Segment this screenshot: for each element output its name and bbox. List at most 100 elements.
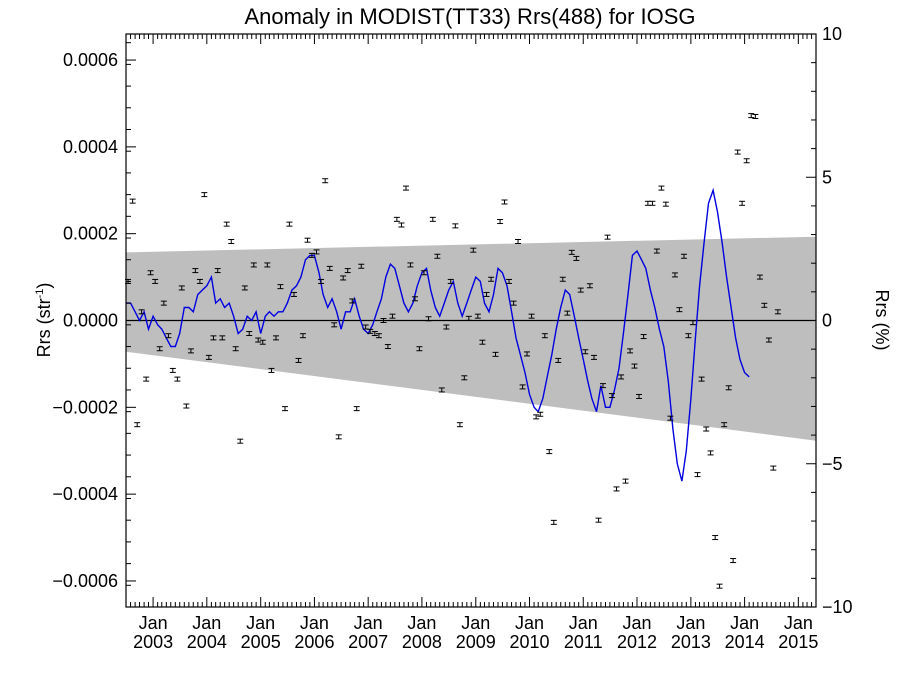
data-point [201,192,208,198]
data-point [501,199,508,205]
data-point [331,322,338,328]
data-point [143,376,150,382]
x-tick-year-label: 2012 [617,632,657,652]
data-point [573,255,580,261]
data-point [618,374,625,380]
x-tick-month-label: Jan [246,613,275,633]
data-point [411,296,418,302]
data-point [712,535,719,541]
data-point [313,249,320,255]
data-point [470,247,477,253]
data-point [277,284,284,290]
data-point [129,198,136,204]
data-point [219,335,226,341]
data-point [765,337,772,343]
x-tick-year-label: 2003 [133,632,173,652]
x-tick-year-label: 2013 [671,632,711,652]
data-point [497,219,504,225]
x-tick-year-label: 2006 [294,632,334,652]
y2-tick-label: 10 [822,24,842,44]
data-point [761,302,768,308]
data-point [286,221,293,227]
data-point [752,113,759,119]
data-point [134,422,141,428]
data-point [318,278,325,284]
data-point [721,422,728,428]
data-point [443,324,450,330]
data-point [506,278,513,284]
data-point [667,415,674,421]
data-point [640,334,647,340]
y-axis-label-sup: -1 [34,289,46,299]
data-point [169,367,176,373]
x-tick-month-label: Jan [139,613,168,633]
y-tick-label: −0.0006 [52,571,118,591]
data-point [178,285,185,291]
data-point [367,328,374,334]
data-point [577,287,584,293]
data-point [730,558,737,564]
data-point [582,349,589,355]
data-point [380,318,387,323]
data-point [734,149,741,155]
data-point [228,238,235,244]
x-tick-month-label: Jan [354,613,383,633]
data-point [694,472,701,478]
data-point [465,315,472,321]
x-tick-year-label: 2004 [187,632,227,652]
data-point [627,348,634,354]
y-axis-label-close: ) [34,283,54,289]
data-point [340,275,347,281]
x-tick-month-label: Jan [676,613,705,633]
data-point [232,346,239,352]
confidence-band-area [126,236,816,441]
data-point [604,234,611,240]
x-tick-month-label: Jan [407,613,436,633]
x-tick-month-label: Jan [622,613,651,633]
data-point [510,300,517,306]
y2-tick-label: 0 [822,311,832,331]
data-point [358,263,365,269]
x-tick-month-label: Jan [192,613,221,633]
data-point [550,519,557,525]
data-point [474,313,481,319]
data-point [595,517,602,523]
data-point [255,337,262,343]
data-point [393,216,400,222]
data-point [308,252,315,258]
data-point [519,384,526,390]
data-point [237,438,244,444]
x-tick-month-label: Jan [461,613,490,633]
data-point [425,316,432,322]
data-point [653,248,660,254]
data-point [662,201,669,207]
y-tick-label: 0.0004 [63,137,118,157]
data-point [268,367,275,373]
data-point [644,200,651,206]
data-point [250,262,257,268]
data-points [125,113,781,589]
confidence-band [126,236,816,441]
data-point [671,272,678,278]
data-point [559,276,566,282]
data-point [147,270,154,276]
data-point [416,346,423,352]
data-point [223,221,230,227]
x-tick-month-label: Jan [515,613,544,633]
y-tick-label: 0.0000 [63,311,118,331]
data-point [456,422,463,428]
data-point [541,333,548,339]
data-point [290,291,297,297]
data-point [429,216,436,222]
data-point [564,310,571,316]
chart-title: Anomaly in MODIST(TT33) Rrs(488) for IOS… [244,4,695,29]
y-tick-label: −0.0004 [52,484,118,504]
data-point [434,253,441,259]
data-point [273,335,280,341]
data-point [420,270,427,276]
data-point [192,268,199,274]
data-point [492,351,499,357]
data-point [281,406,288,412]
data-point [649,200,656,206]
data-point [698,376,705,382]
